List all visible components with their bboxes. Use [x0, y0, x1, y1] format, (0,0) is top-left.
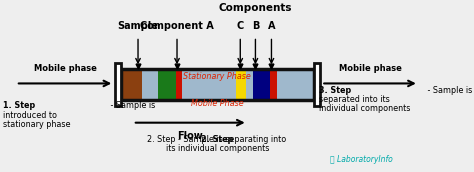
Text: Stationary Phase: Stationary Phase	[183, 72, 251, 81]
Text: individual components: individual components	[319, 104, 410, 113]
Bar	[246, 69, 253, 100]
Text: introduced to: introduced to	[3, 111, 57, 120]
Bar	[314, 63, 319, 106]
Bar	[121, 69, 142, 100]
Bar	[121, 69, 314, 100]
Text: its individual components: its individual components	[165, 144, 269, 153]
Bar	[142, 69, 158, 100]
Bar	[277, 69, 314, 100]
Bar	[116, 63, 121, 106]
Text: ⓘ LaboratoryInfo: ⓘ LaboratoryInfo	[330, 155, 392, 164]
Text: Mobile phase: Mobile phase	[34, 64, 97, 73]
Bar	[176, 69, 182, 100]
Bar	[182, 69, 237, 100]
Bar	[253, 69, 270, 100]
Text: Component A: Component A	[140, 21, 214, 31]
Text: Mobile phase: Mobile phase	[338, 64, 401, 73]
Text: B: B	[252, 21, 259, 31]
Text: Flow: Flow	[177, 131, 203, 141]
Bar	[158, 69, 176, 100]
Text: 3. Step: 3. Step	[319, 86, 351, 95]
Text: stationary phase: stationary phase	[3, 120, 70, 129]
Text: - Sample is: - Sample is	[109, 101, 155, 110]
Bar	[270, 69, 277, 100]
Text: 1. Step: 1. Step	[3, 101, 35, 110]
Text: Mobile Phase: Mobile Phase	[191, 99, 244, 108]
Text: separated into its: separated into its	[319, 95, 390, 104]
Text: Components: Components	[219, 3, 292, 13]
Text: C: C	[237, 21, 244, 31]
Text: A: A	[268, 21, 275, 31]
Bar	[237, 69, 246, 100]
Text: Sample: Sample	[118, 21, 158, 31]
Text: 2. Step - Sample is separating into: 2. Step - Sample is separating into	[147, 135, 286, 144]
Text: 2. Step: 2. Step	[201, 135, 233, 144]
Bar	[121, 69, 314, 100]
Text: - Sample is: - Sample is	[425, 86, 472, 95]
